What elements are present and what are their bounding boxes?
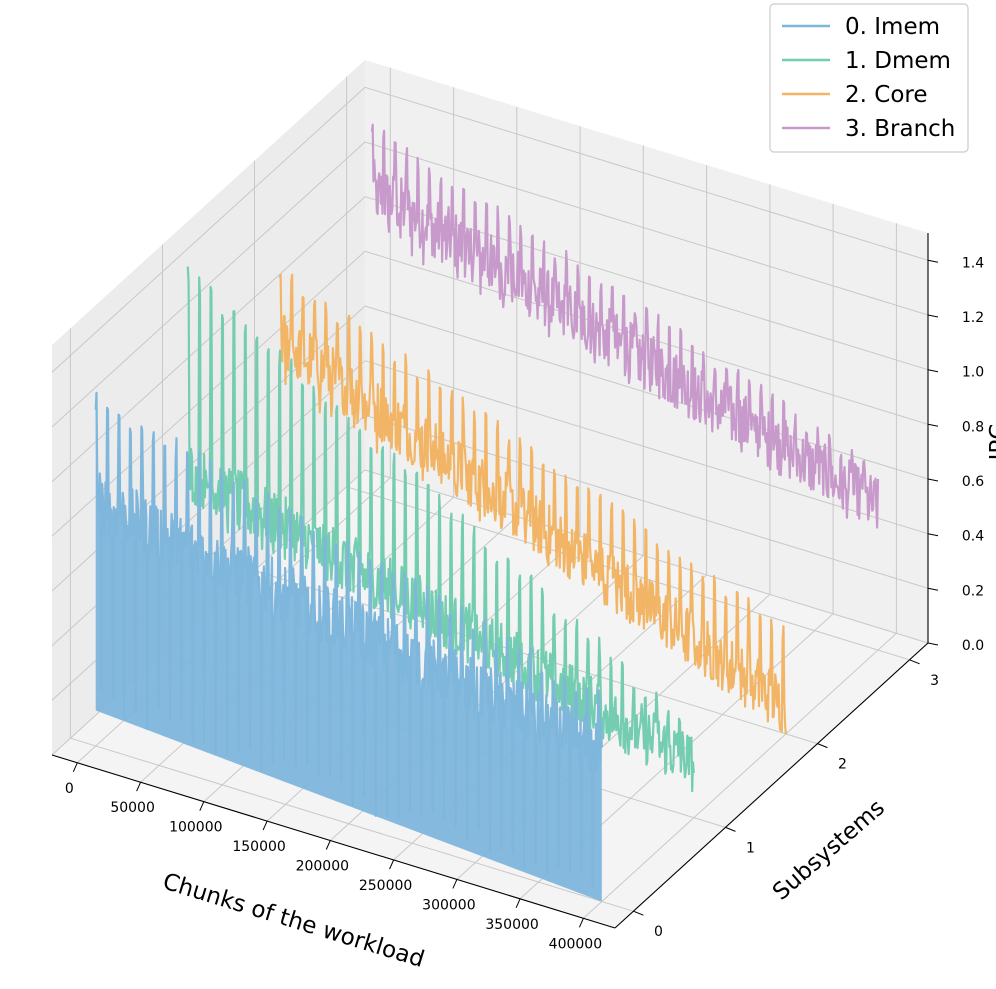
x-tick-mark	[389, 859, 395, 870]
grid-line-z-back	[364, 360, 929, 535]
y-axis-line	[614, 642, 929, 929]
series-0	[94, 391, 603, 902]
y-tick-mark	[817, 743, 828, 749]
z-tick-label: 1.2	[962, 310, 984, 326]
grid-line-x-floor	[583, 632, 897, 919]
legend-label-2: 2. Core	[845, 82, 928, 108]
z-tick-mark	[927, 533, 939, 537]
y-axis-title: Subsystems	[768, 795, 890, 906]
x-tick-label: 100000	[169, 820, 222, 836]
y-tick-mark	[633, 910, 644, 916]
grid-line-z-left	[51, 86, 366, 373]
x-tick-mark	[578, 918, 584, 928]
grid-line-y-floor	[70, 737, 634, 912]
z-tick-mark	[927, 423, 939, 427]
series-layer	[94, 123, 880, 902]
z-tick-mark	[927, 587, 939, 591]
grid-line-z-back	[364, 141, 929, 316]
series-line-3	[370, 123, 880, 529]
legend-label-0: 0. Imem	[845, 14, 940, 40]
z-tick-mark	[927, 642, 939, 646]
x-tick-label: 50000	[110, 800, 155, 816]
x-tick-label: 250000	[359, 878, 412, 894]
series-2	[278, 273, 787, 735]
series-line-0	[94, 391, 603, 889]
x-tick-mark	[262, 820, 268, 831]
y-tick-label: 1	[746, 840, 755, 856]
x-axis-line	[51, 754, 616, 929]
x-tick-mark	[452, 879, 458, 889]
y-tick-mark	[725, 826, 736, 832]
z-tick-label: 0.6	[962, 474, 984, 490]
y-tick-label: 0	[654, 924, 663, 940]
x-tick-label: 0	[65, 781, 74, 797]
y-tick-mark	[909, 659, 920, 665]
y-tick-label: 2	[838, 757, 847, 773]
z-tick-label: 1.0	[962, 365, 984, 381]
z-tick-mark	[927, 369, 939, 373]
legend-box	[769, 3, 969, 153]
z-tick-mark	[927, 259, 939, 263]
y-tick-label: 3	[930, 673, 939, 689]
z-tick-label: 0.2	[962, 583, 984, 599]
x-tick-mark	[515, 898, 521, 909]
z-axis-title: IPC	[986, 424, 996, 461]
grid-line-z-left	[51, 141, 366, 428]
x-tick-label: 400000	[549, 936, 602, 952]
tick-marks: 0 50000 100000 150000 200000 250000 300000 3500…	[65, 255, 984, 952]
grid-line-z-back	[364, 305, 929, 480]
x-tick-label: 350000	[485, 917, 538, 933]
legend-label-1: 1. Dmem	[845, 48, 951, 74]
x-tick-label: 200000	[296, 859, 349, 875]
z-tick-label: 0.4	[962, 529, 984, 545]
z-tick-mark	[927, 314, 939, 318]
x-tick-label: 150000	[232, 839, 285, 855]
x-tick-mark	[136, 781, 142, 792]
grid-line-z-left	[51, 250, 366, 537]
z-tick-label: 0.0	[962, 638, 984, 654]
x-tick-mark	[325, 840, 331, 850]
z-tick-label: 1.4	[962, 255, 984, 271]
axis-lines	[51, 233, 929, 929]
series-line-2	[278, 273, 787, 735]
x-tick-mark	[72, 762, 78, 773]
legend: 0. Imem 1. Dmem 2. Core 3. Branch	[769, 3, 969, 153]
legend-label-3: 3. Branch	[845, 116, 955, 142]
grid-line-z-back	[364, 86, 929, 261]
z-tick-mark	[927, 478, 939, 482]
series-3	[370, 123, 880, 529]
x-tick-mark	[199, 801, 205, 811]
grid-line-z-left	[51, 196, 366, 483]
z-tick-label: 0.8	[962, 419, 984, 435]
x-tick-label: 300000	[422, 897, 475, 913]
